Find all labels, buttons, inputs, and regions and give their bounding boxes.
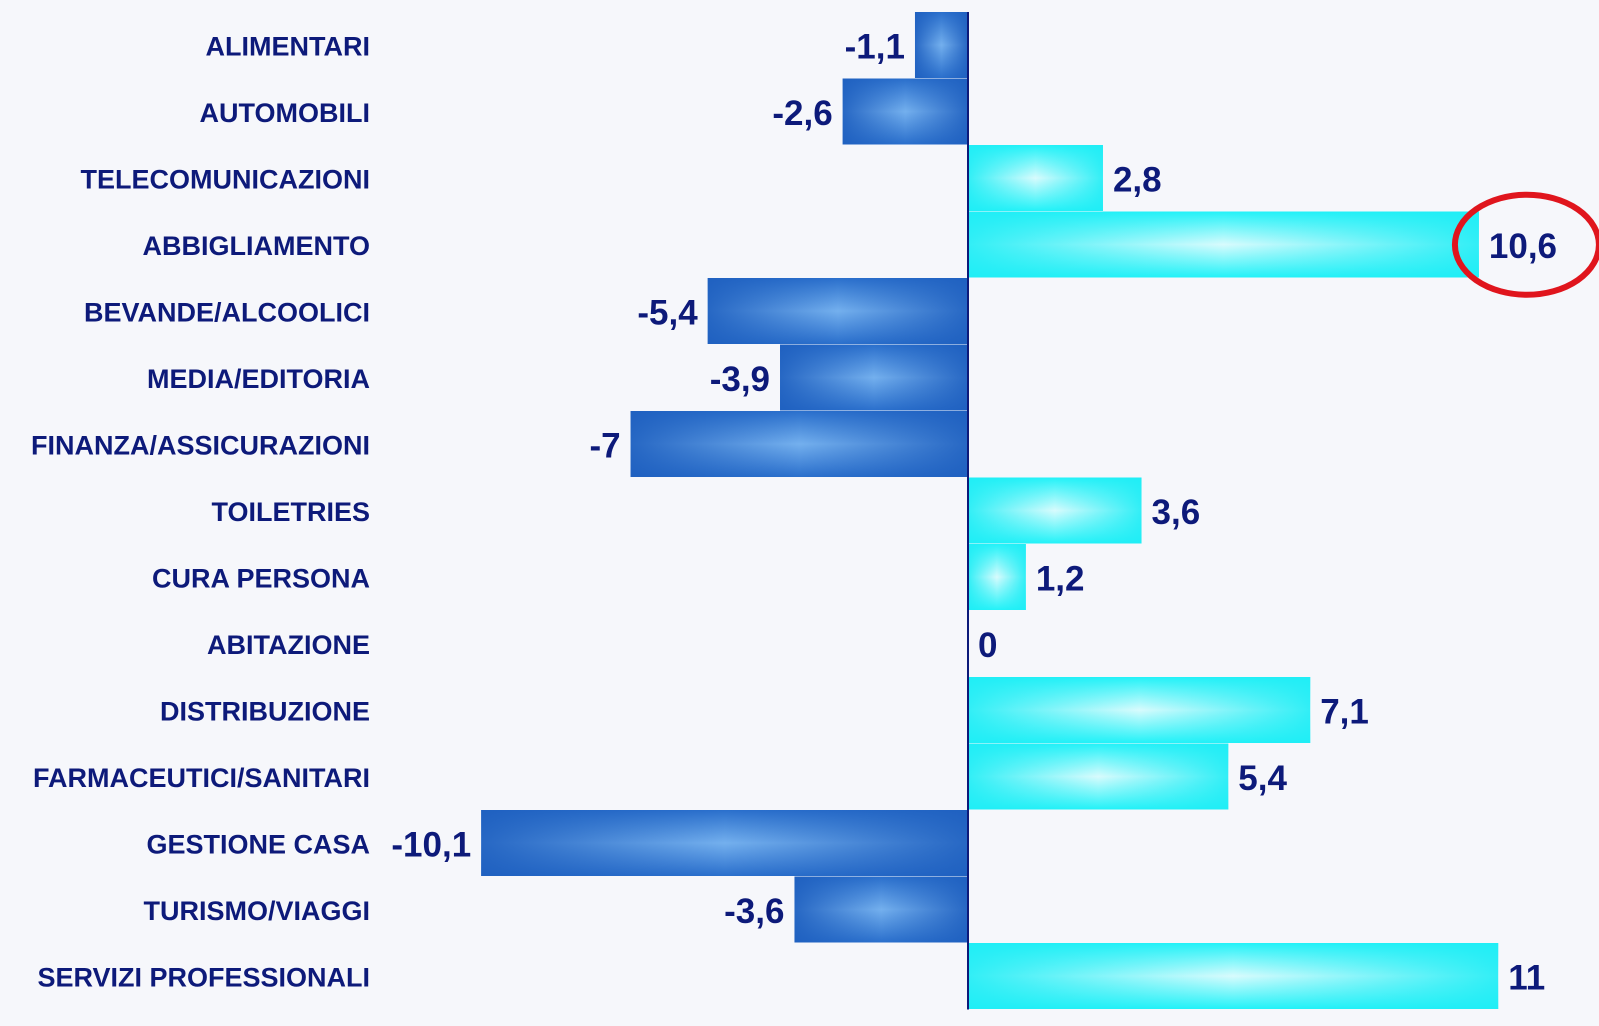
value-label-cura-persona: 1,2: [1036, 559, 1085, 598]
category-label-abbigliamento: ABBIGLIAMENTO: [143, 231, 371, 261]
bars: [481, 12, 1499, 1009]
bar-gestione-casa: [481, 810, 968, 876]
bar-toiletries: [968, 477, 1142, 544]
bar-bevande-alcoolici: [707, 278, 968, 344]
category-label-turismo-viaggi: TURISMO/VIAGGI: [143, 896, 370, 926]
value-label-automobili: -2,6: [772, 94, 832, 133]
value-label-farmaceutici-sanitari: 5,4: [1238, 759, 1287, 798]
bar-distribuzione: [968, 677, 1311, 743]
value-label-gestione-casa: -10,1: [391, 825, 471, 864]
value-label-distribuzione: 7,1: [1320, 692, 1369, 731]
bar-farmaceutici-sanitari: [968, 743, 1229, 810]
value-label-toiletries: 3,6: [1152, 493, 1201, 532]
category-label-telecomunicazioni: TELECOMUNICAZIONI: [81, 164, 371, 194]
value-label-bevande-alcoolici: -5,4: [637, 293, 698, 332]
category-label-bevande-alcoolici: BEVANDE/ALCOOLICI: [84, 297, 370, 327]
bar-turismo-viaggi: [794, 876, 968, 943]
category-label-automobili: AUTOMOBILI: [200, 98, 371, 128]
bar-telecomunicazioni: [968, 145, 1103, 211]
value-label-servizi-professionali: 11: [1508, 958, 1545, 997]
category-label-servizi-professionali: SERVIZI PROFESSIONALI: [37, 962, 370, 992]
value-label-finanza-assicurazioni: -7: [589, 426, 620, 465]
value-labels: -1,1 -2,6 2,8 10,6 -5,4 -3,9 -7 3,6 1,2 0 7,1 5,4 -1…: [391, 27, 1557, 997]
category-label-gestione-casa: GESTIONE CASA: [146, 829, 370, 859]
bar-cura-persona: [968, 544, 1026, 610]
value-label-alimentari: -1,1: [845, 27, 905, 66]
bar-alimentari: [914, 12, 968, 78]
bar-automobili: [842, 78, 968, 145]
category-labels: ALIMENTARI AUTOMOBILI TELECOMUNICAZIONI ABB…: [31, 31, 370, 992]
category-label-alimentari: ALIMENTARI: [206, 31, 370, 61]
value-label-turismo-viaggi: -3,6: [724, 892, 784, 931]
category-label-cura-persona: CURA PERSONA: [152, 563, 370, 593]
category-label-finanza-assicurazioni: FINANZA/ASSICURAZIONI: [31, 430, 370, 460]
value-label-media-editoria: -3,9: [710, 360, 770, 399]
value-label-abbigliamento: 10,6: [1489, 227, 1557, 266]
category-label-abitazione: ABITAZIONE: [207, 630, 370, 660]
category-label-toiletries: TOILETRIES: [211, 497, 370, 527]
bar-finanza-assicurazioni: [630, 411, 968, 477]
value-label-telecomunicazioni: 2,8: [1113, 160, 1162, 199]
category-label-farmaceutici-sanitari: FARMACEUTICI/SANITARI: [33, 763, 370, 793]
category-label-media-editoria: MEDIA/EDITORIA: [147, 364, 370, 394]
bar-servizi-professionali: [968, 943, 1499, 1009]
category-label-distribuzione: DISTRIBUZIONE: [160, 696, 370, 726]
value-label-abitazione: 0: [978, 626, 997, 665]
bar-abbigliamento: [968, 211, 1479, 278]
bar-media-editoria: [780, 344, 968, 411]
